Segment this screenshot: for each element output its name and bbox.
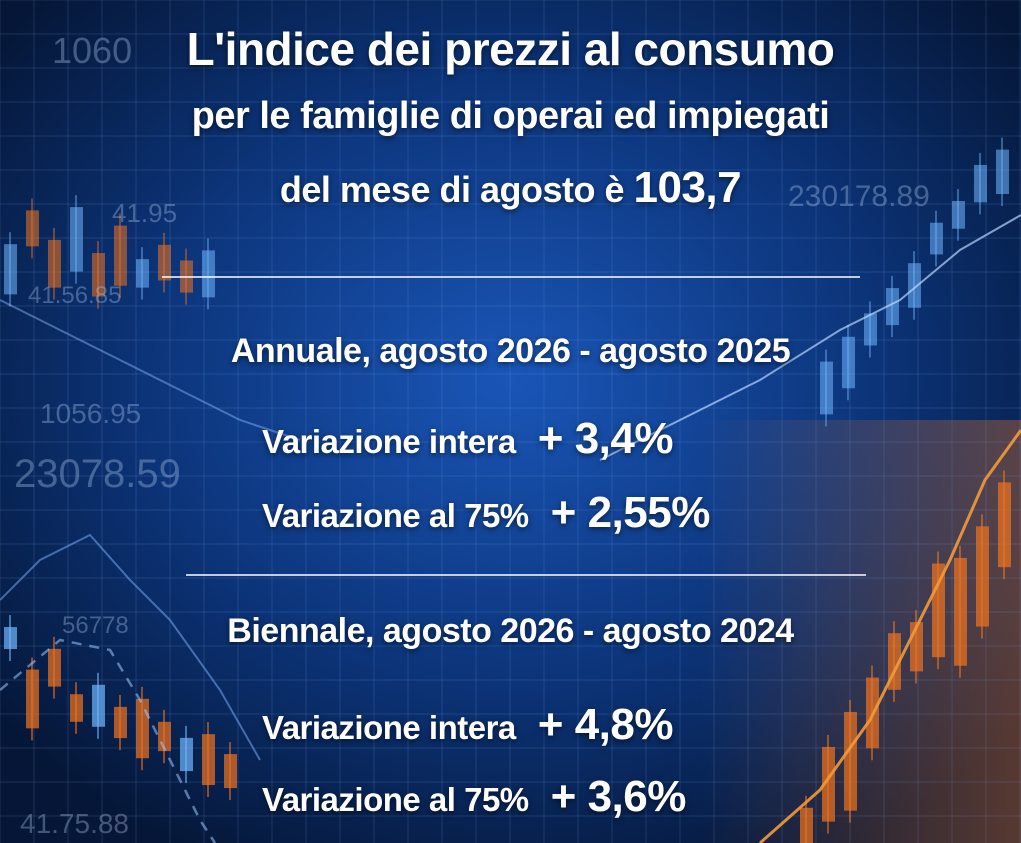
bg-number: 41.75.88	[20, 808, 129, 839]
index-statement-text: del mese di agosto è	[279, 169, 634, 210]
candle-body	[820, 361, 833, 415]
row-label: Variazione intera	[262, 709, 516, 746]
candle-body	[136, 259, 149, 288]
candle-body	[864, 313, 877, 346]
row-value: + 2,55%	[550, 488, 711, 537]
candle-body	[48, 239, 61, 288]
candle-body	[886, 288, 899, 326]
candle-body	[92, 253, 105, 297]
candle-body	[70, 207, 83, 272]
candle-body	[48, 648, 61, 687]
divider	[186, 574, 866, 576]
candle-body	[202, 250, 215, 298]
bg-number: 41.56.85	[28, 282, 122, 309]
candle-body	[4, 244, 17, 295]
annual-row-75: Variazione al 75% + 2,55%	[262, 488, 710, 538]
bg-number: 41.95	[112, 198, 178, 228]
row-value: + 3,6%	[550, 772, 687, 821]
candle-body	[158, 244, 171, 281]
candle-body	[70, 694, 83, 722]
row-value: + 3,4%	[537, 414, 674, 463]
candle-body	[822, 746, 835, 822]
candle-body	[974, 164, 987, 203]
index-statement: del mese di agosto è 103,7	[0, 163, 1021, 213]
candle-body	[996, 149, 1009, 195]
candle-body	[4, 627, 17, 650]
row-value: + 4,8%	[537, 700, 674, 749]
candle-body	[26, 669, 39, 729]
candle-body	[930, 222, 943, 255]
candle-body	[998, 482, 1011, 568]
biennial-row-75: Variazione al 75% + 3,6%	[262, 772, 686, 822]
biennial-row-intera: Variazione intera + 4,8%	[262, 700, 674, 750]
index-value: 103,7	[633, 163, 742, 212]
bg-number: 23078.59	[14, 452, 181, 496]
row-label: Variazione al 75%	[262, 497, 529, 534]
candle-body	[952, 201, 965, 229]
candle-body	[908, 263, 921, 308]
candle-body	[842, 336, 855, 389]
candle-body	[976, 526, 989, 627]
page-title: L'indice dei prezzi al consumo	[186, 23, 835, 75]
divider	[162, 276, 860, 278]
bg-number: 1060	[52, 30, 133, 71]
candle-body	[114, 225, 127, 286]
candle-body	[202, 734, 215, 786]
candle-body	[180, 737, 193, 772]
bg-number: 230178.89	[788, 180, 930, 213]
candle-body	[26, 210, 39, 247]
candle-body	[800, 807, 813, 843]
page-subtitle: per le famiglie di operai ed impiegati	[191, 95, 830, 137]
candle-body	[954, 557, 967, 666]
annual-row-intera: Variazione intera + 3,4%	[262, 414, 674, 464]
candle-body	[224, 754, 237, 789]
biennial-heading: Biennale, agosto 2026 - agosto 2024	[227, 612, 794, 650]
bg-number: 56778	[62, 612, 129, 639]
candle-body	[114, 706, 127, 739]
annual-heading: Annuale, agosto 2026 - agosto 2025	[230, 332, 791, 370]
row-label: Variazione intera	[262, 423, 516, 460]
candle-body	[844, 711, 857, 811]
bg-number: 1056.95	[40, 398, 142, 429]
row-label: Variazione al 75%	[262, 781, 529, 818]
candle-body	[92, 684, 105, 727]
